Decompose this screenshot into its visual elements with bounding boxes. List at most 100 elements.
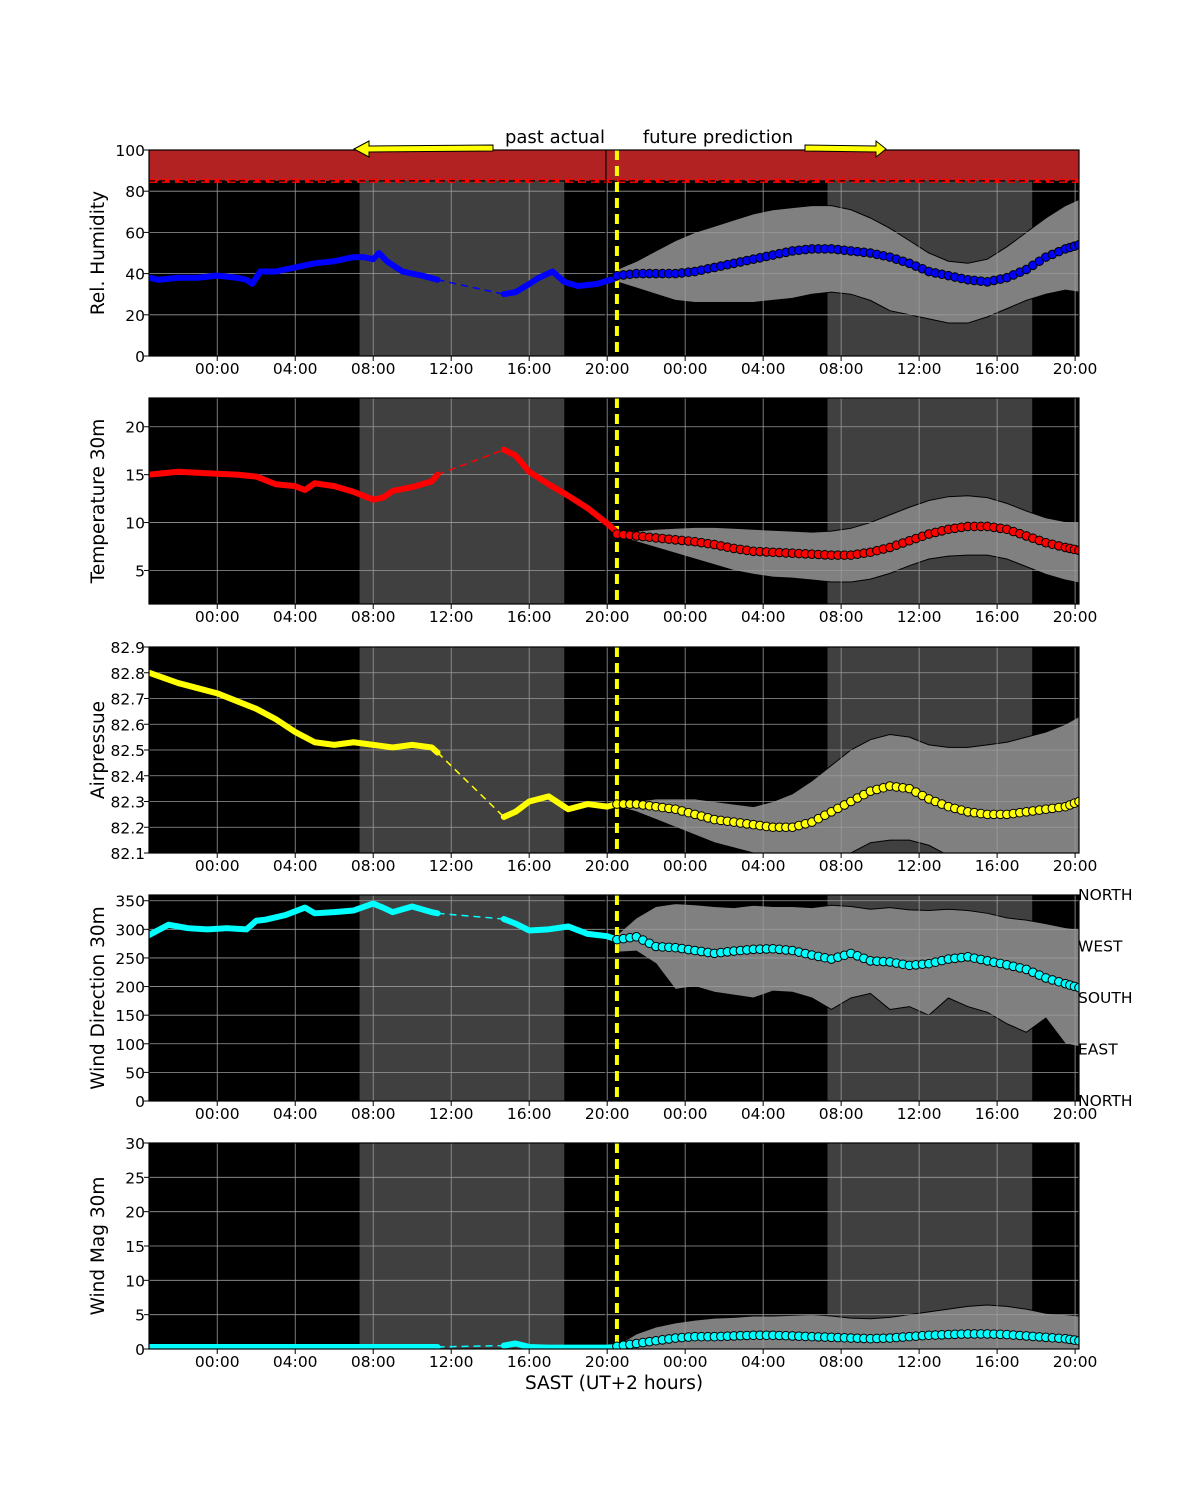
x-tick-label: 08:00	[351, 857, 396, 875]
past-actual-label: past actual	[505, 127, 605, 148]
x-tick-label: 12:00	[897, 360, 942, 378]
x-tick-label: 08:00	[351, 608, 396, 626]
x-tick-label: 12:00	[897, 857, 942, 875]
y-tick-label: 0	[135, 1093, 145, 1111]
x-tick-label: 20:00	[1053, 360, 1098, 378]
panel-frame	[148, 894, 1080, 1102]
y-tick-label: 82.2	[110, 819, 145, 837]
x-tick-label: 04:00	[741, 1105, 786, 1123]
daytime-shading	[359, 150, 565, 356]
x-tick-label: 12:00	[897, 608, 942, 626]
x-tick-label: 12:00	[897, 1353, 942, 1371]
y-tick-label: 20	[125, 419, 145, 437]
y-tick-label: 25	[125, 1169, 145, 1187]
x-tick-label: 00:00	[195, 1353, 240, 1371]
humidity-alert-zone	[149, 150, 1079, 181]
x-tick-label: 04:00	[273, 1105, 318, 1123]
x-tick-label: 20:00	[585, 857, 630, 875]
x-tick-label: 16:00	[507, 857, 552, 875]
y-tick-label: 82.8	[110, 665, 145, 683]
observed-series-line	[149, 669, 441, 756]
observed-series-line	[149, 900, 441, 939]
y-axis-label: Temperature 30m	[88, 419, 109, 585]
y-tick-label: 82.5	[110, 742, 145, 760]
past-arrow-icon	[352, 140, 494, 158]
y-tick-label: 60	[125, 224, 145, 242]
y-axis-label: Airpressue	[88, 701, 109, 799]
x-tick-label: 08:00	[819, 1105, 864, 1123]
x-tick-label: 12:00	[429, 857, 474, 875]
y-tick-label: 30	[125, 1135, 145, 1153]
observed-series-line	[500, 916, 620, 943]
x-tick-label: 08:00	[351, 360, 396, 378]
x-tick-label: 20:00	[1053, 1353, 1098, 1371]
x-tick-label: 00:00	[663, 608, 708, 626]
y-tick-label: 15	[125, 467, 145, 485]
future-prediction-label: future prediction	[643, 127, 793, 148]
y-tick-label: 82.3	[110, 794, 145, 812]
observed-series-line	[500, 1340, 620, 1349]
x-tick-label: 16:00	[975, 360, 1020, 378]
x-tick-label: 08:00	[351, 1105, 396, 1123]
x-tick-label: 20:00	[585, 1353, 630, 1371]
x-tick-label: 16:00	[975, 857, 1020, 875]
y-tick-label: 300	[115, 921, 145, 939]
y-tick-label: 82.4	[110, 768, 145, 786]
x-tick-label: 08:00	[351, 1353, 396, 1371]
x-tick-label: 16:00	[507, 1105, 552, 1123]
x-tick-label: 20:00	[585, 608, 630, 626]
daytime-shading	[359, 398, 565, 604]
forecast-uncertainty-band	[616, 495, 1079, 584]
x-tick-label: 04:00	[741, 857, 786, 875]
x-tick-label: 00:00	[663, 857, 708, 875]
x-tick-label: 04:00	[741, 360, 786, 378]
x-tick-label: 12:00	[429, 360, 474, 378]
y-tick-label: 50	[125, 1064, 145, 1082]
x-tick-label: 04:00	[273, 360, 318, 378]
x-tick-label: 12:00	[429, 608, 474, 626]
forecast-uncertainty-band	[616, 198, 1079, 324]
compass-direction-label: NORTH	[1078, 1092, 1133, 1110]
x-tick-label: 12:00	[429, 1353, 474, 1371]
x-tick-label: 04:00	[741, 608, 786, 626]
x-tick-label: 08:00	[819, 1353, 864, 1371]
x-tick-label: 20:00	[585, 360, 630, 378]
x-tick-label: 16:00	[507, 1353, 552, 1371]
compass-direction-label: SOUTH	[1078, 989, 1133, 1007]
y-axis-label: Wind Direction 30m	[88, 906, 109, 1089]
y-tick-label: 0	[135, 348, 145, 366]
x-tick-label: 20:00	[1053, 857, 1098, 875]
future-arrow-icon	[804, 139, 887, 159]
y-tick-label: 100	[115, 142, 145, 160]
x-tick-label: 00:00	[195, 608, 240, 626]
x-tick-label: 16:00	[507, 608, 552, 626]
y-tick-label: 40	[125, 266, 145, 284]
y-tick-label: 82.1	[110, 845, 145, 863]
observed-series-line	[149, 250, 441, 287]
observed-series-line	[500, 793, 620, 820]
panel-1	[149, 150, 1079, 356]
y-axis-label: Wind Mag 30m	[88, 1177, 109, 1316]
y-tick-label: 15	[125, 1238, 145, 1256]
x-tick-label: 00:00	[195, 360, 240, 378]
y-tick-label: 80	[125, 183, 145, 201]
panel-3	[149, 647, 1079, 853]
x-tick-label: 04:00	[741, 1353, 786, 1371]
y-tick-label: 20	[125, 1204, 145, 1222]
x-tick-label: 16:00	[975, 608, 1020, 626]
y-tick-label: 82.7	[110, 691, 145, 709]
y-tick-label: 10	[125, 515, 145, 533]
compass-direction-label: NORTH	[1078, 886, 1133, 904]
observed-series-line	[500, 268, 620, 298]
x-tick-label: 04:00	[273, 1353, 318, 1371]
observed-series-line	[500, 446, 620, 536]
x-tick-label: 00:00	[663, 360, 708, 378]
x-tick-label: 04:00	[273, 857, 318, 875]
y-tick-label: 150	[115, 1007, 145, 1025]
x-tick-label: 20:00	[1053, 1105, 1098, 1123]
x-tick-label: 20:00	[585, 1105, 630, 1123]
x-tick-label: 16:00	[975, 1353, 1020, 1371]
y-tick-label: 82.6	[110, 716, 145, 734]
x-tick-label: 08:00	[819, 360, 864, 378]
y-tick-label: 5	[135, 562, 145, 580]
